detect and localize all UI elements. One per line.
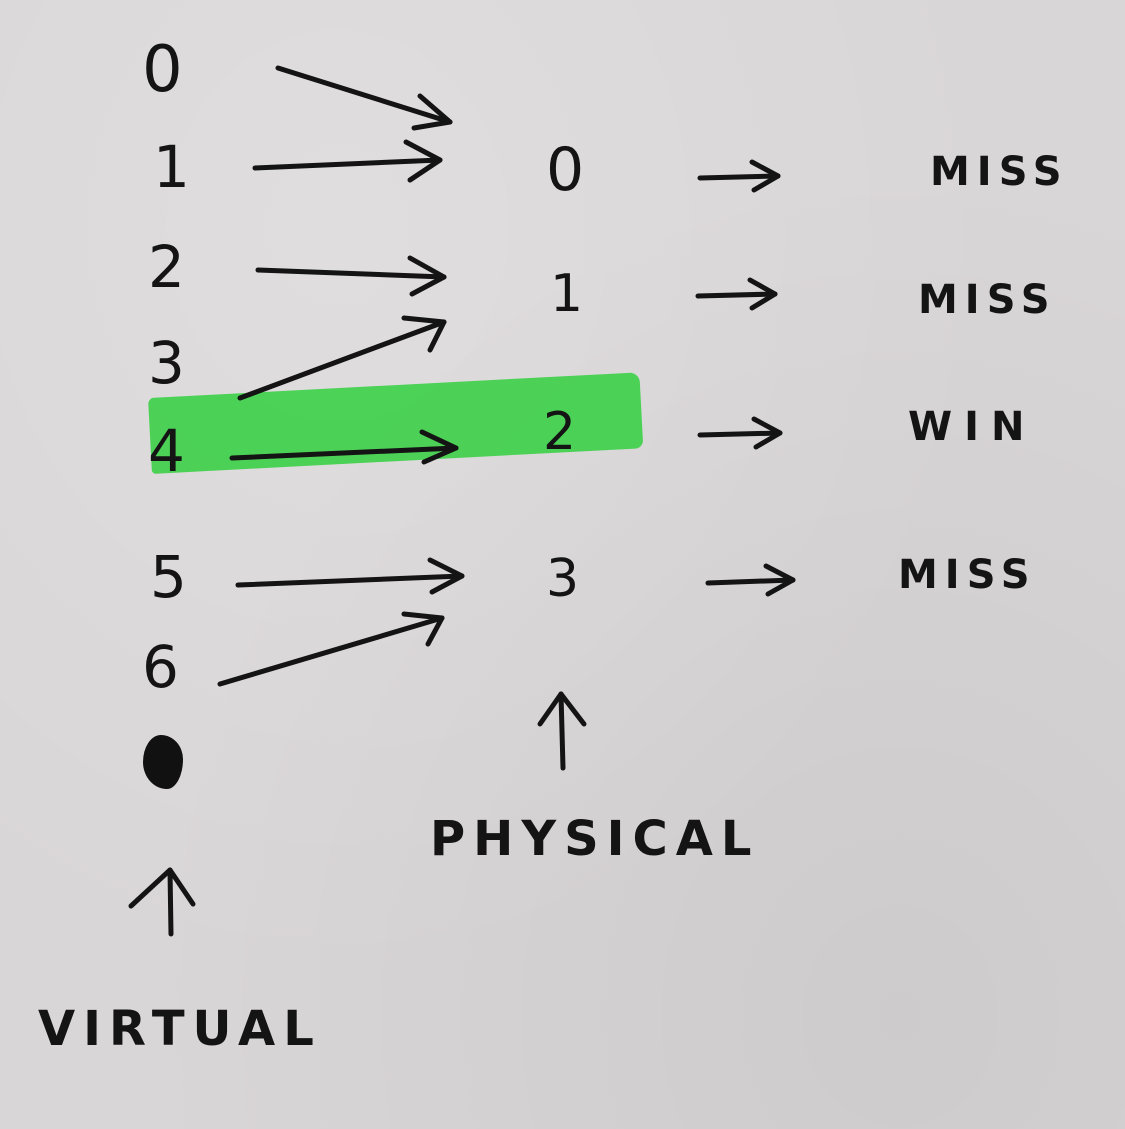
mapping-arrow-1-to-0: [252, 139, 443, 183]
result-miss-3: MISS: [898, 552, 1037, 598]
ink-blot: [143, 735, 183, 789]
virtual-entry-5: 5: [150, 543, 187, 611]
virtual-entry-1: 1: [153, 133, 190, 201]
result-arrow-1: [695, 277, 778, 311]
result-arrow-0: [697, 159, 781, 193]
result-win-2: WIN: [908, 404, 1037, 450]
mapping-arrow-6-to-3: [217, 611, 445, 687]
mapping-arrow-5-to-3: [235, 557, 465, 595]
mapping-arrow-4-to-2: [229, 429, 459, 465]
physical-entry-2: 2: [543, 402, 577, 462]
physical-entry-0: 0: [546, 135, 585, 205]
virtual-entry-6: 6: [142, 633, 179, 701]
physical-entry-3: 3: [546, 549, 580, 609]
virtual-entry-2: 2: [148, 233, 185, 301]
mapping-arrow-2-to-1: [255, 255, 447, 297]
result-miss-0: MISS: [930, 149, 1069, 195]
mapping-arrow-3-to-1: [237, 315, 447, 401]
result-arrow-3: [705, 563, 796, 597]
virtual-entry-3: 3: [148, 329, 185, 397]
physical-up-arrow: [537, 691, 587, 771]
physical-label: PHYSICAL: [430, 811, 760, 867]
physical-entry-1: 1: [550, 264, 584, 324]
mapping-arrow-0-to-0: [275, 65, 453, 131]
virtual-up-arrow: [128, 867, 196, 937]
virtual-entry-4: 4: [148, 417, 185, 485]
virtual-label: VIRTUAL: [38, 1001, 322, 1057]
virtual-entry-0: 0: [142, 33, 183, 107]
result-arrow-2: [697, 416, 783, 450]
result-miss-1: MISS: [918, 277, 1057, 323]
